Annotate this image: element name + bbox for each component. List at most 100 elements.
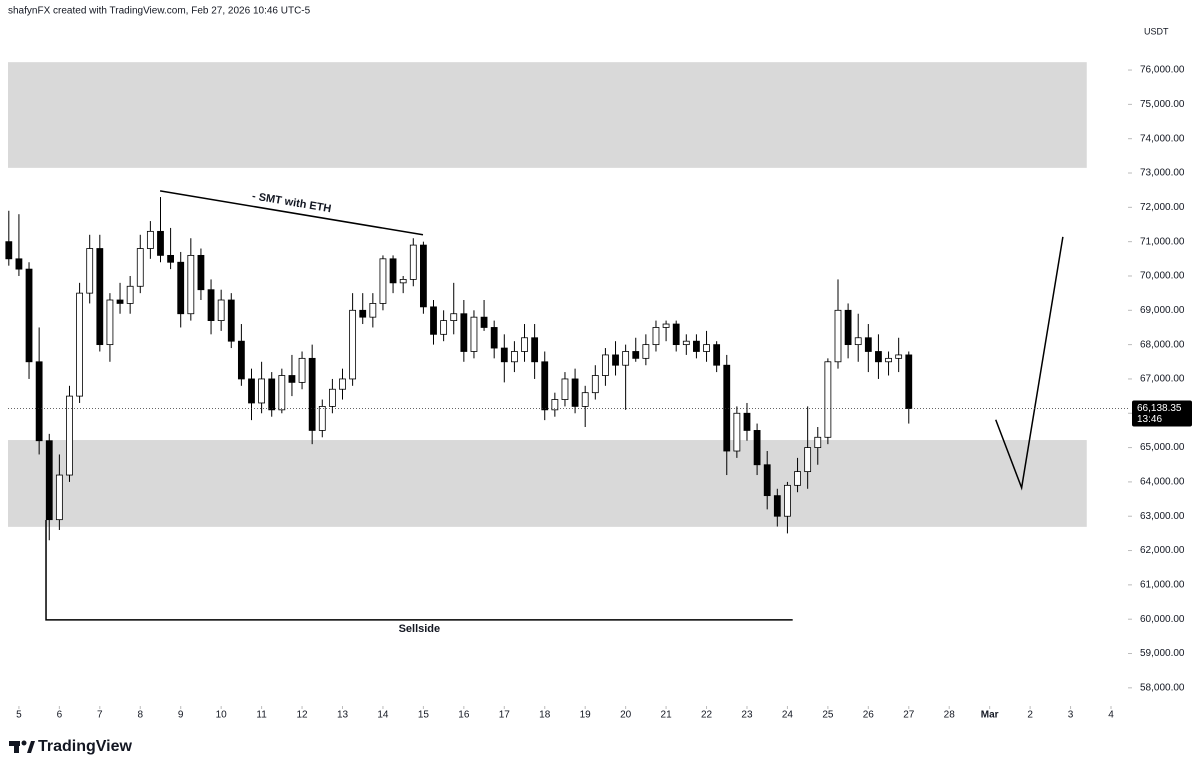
y-tick-label: 75,000.00 <box>1140 99 1185 110</box>
candle-body <box>642 344 650 359</box>
x-tick-label: 4 <box>1108 710 1114 721</box>
x-tick-label: 12 <box>296 710 308 721</box>
candle-body <box>248 378 255 404</box>
x-tick-label: 26 <box>863 710 875 721</box>
candle-body <box>379 258 387 304</box>
candle-body <box>743 412 751 431</box>
y-tick-label: 62,000.00 <box>1140 545 1185 556</box>
candle-body <box>136 248 144 287</box>
candle-body <box>126 285 134 304</box>
last-price-label: 66,138.35 <box>1137 403 1182 414</box>
zone <box>8 440 1087 527</box>
x-tick-label: 11 <box>256 710 267 721</box>
logo-icon <box>9 740 35 753</box>
y-tick-label: 61,000.00 <box>1140 580 1185 591</box>
x-tick-label: 15 <box>418 710 430 721</box>
x-tick-label: 20 <box>620 710 632 721</box>
candle-body <box>632 351 640 359</box>
x-tick-label: 13 <box>337 710 349 721</box>
candle-body <box>500 347 508 363</box>
candle-body <box>490 327 498 349</box>
candle-body <box>591 375 599 394</box>
line-label: Sellside <box>399 623 441 635</box>
y-tick-label: 65,000.00 <box>1140 442 1185 453</box>
candle-body <box>652 327 660 346</box>
currency: USDT <box>1144 26 1169 36</box>
candle-body <box>905 354 913 409</box>
candle-body <box>511 351 518 363</box>
x-tick-label: 24 <box>782 710 794 721</box>
candle-body <box>450 313 458 321</box>
header: shafynFX created with TradingView.com, F… <box>8 6 311 17</box>
candle-body <box>5 241 13 260</box>
x-tick-label: 19 <box>580 710 592 721</box>
candle-body <box>217 299 225 321</box>
x-tick-label: 21 <box>661 710 673 721</box>
candle-body <box>35 361 43 442</box>
y-tick-label: 70,000.00 <box>1140 271 1185 282</box>
x-tick-label: 25 <box>822 710 834 721</box>
x-tick-label: 22 <box>701 710 713 721</box>
candle-body <box>25 268 33 363</box>
candle-body <box>662 323 670 328</box>
candle-body <box>197 254 205 291</box>
candle-body <box>824 361 832 438</box>
candle-body <box>258 378 266 404</box>
candle-body <box>541 361 549 411</box>
candle-body <box>187 254 195 315</box>
candle-body <box>531 337 539 363</box>
trend-line <box>45 520 793 621</box>
y-tick-label: 72,000.00 <box>1140 202 1185 213</box>
candle-body <box>177 261 185 315</box>
candle-body <box>854 337 862 346</box>
candle-body <box>146 230 154 249</box>
candle-body <box>773 495 781 517</box>
candle-body <box>409 244 417 280</box>
candle-body <box>602 354 609 376</box>
candle-body <box>875 351 882 363</box>
candle-body <box>521 337 528 352</box>
candle-body <box>551 399 559 411</box>
candle-body <box>763 464 771 497</box>
x-tick-label: 27 <box>903 710 915 721</box>
candle-body <box>804 447 812 473</box>
candle-body <box>561 378 569 400</box>
x-tick-label: 6 <box>57 710 63 721</box>
candle-body <box>682 340 690 346</box>
candle-body <box>703 344 710 352</box>
candle-body <box>834 309 842 363</box>
y-tick-label: 63,000.00 <box>1140 511 1185 522</box>
x-tick-label: 10 <box>216 710 228 721</box>
candle-body <box>844 309 852 346</box>
logo: TradingView <box>38 738 133 755</box>
candle-body <box>328 388 336 407</box>
y-tick-label: 64,000.00 <box>1140 477 1185 488</box>
candle-body <box>339 378 346 390</box>
x-tick-label: 9 <box>178 710 184 721</box>
candle-body <box>814 436 822 448</box>
candle-body <box>885 357 892 363</box>
y-tick-label: 67,000.00 <box>1140 374 1185 385</box>
candle-body <box>66 395 73 476</box>
x-tick-label: 23 <box>741 710 753 721</box>
candle-body <box>612 354 619 366</box>
y-tick-label: 71,000.00 <box>1140 236 1185 247</box>
candle-body <box>369 303 377 318</box>
last-price-box <box>1132 400 1192 427</box>
y-tick-label: 59,000.00 <box>1140 648 1185 659</box>
x-tick-label: 3 <box>1068 710 1074 721</box>
candle-body <box>268 378 276 411</box>
candle-body <box>359 309 367 318</box>
trend-line <box>995 236 1064 491</box>
candle-body <box>784 484 791 517</box>
candle-body <box>571 378 579 407</box>
y-tick-label: 76,000.00 <box>1140 65 1185 76</box>
candle-body <box>733 412 741 452</box>
x-tick-label: 5 <box>16 710 22 721</box>
candle-body <box>753 430 761 466</box>
candle-body <box>672 323 680 346</box>
candle-body <box>581 392 589 407</box>
candle-body <box>15 258 23 270</box>
candle-body <box>298 357 306 383</box>
